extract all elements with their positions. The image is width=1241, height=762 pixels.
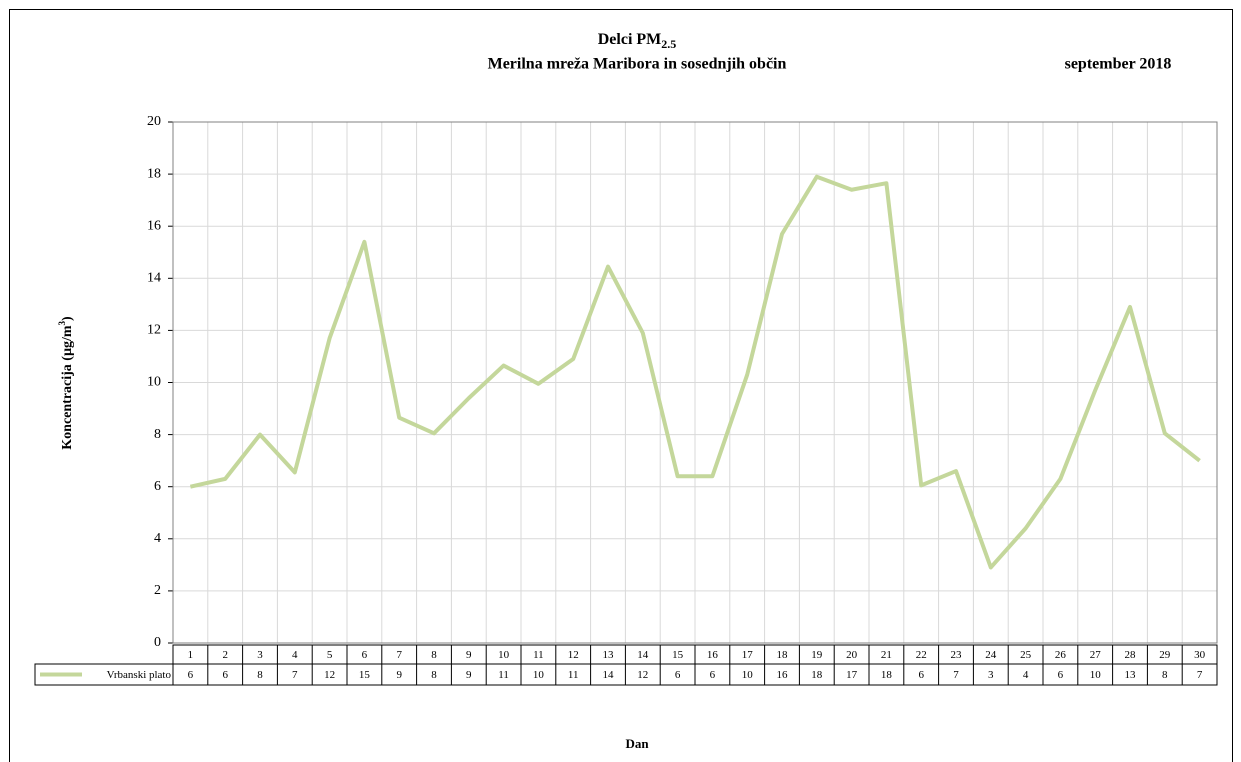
y-tick-label: 12 <box>147 323 161 338</box>
legend-label: Vrbanski plato <box>107 669 172 681</box>
data-table-value: 11 <box>498 669 509 681</box>
y-tick-label: 18 <box>147 166 161 181</box>
data-table-value: 8 <box>257 669 263 681</box>
data-table-value: 12 <box>637 669 648 681</box>
y-label-text: Koncentracija (µg/m <box>60 325 75 450</box>
x-tick-label: 29 <box>1159 649 1171 661</box>
data-table-value: 16 <box>777 669 789 681</box>
data-table-value-row <box>34 663 1218 686</box>
y-tick-label: 0 <box>154 635 161 650</box>
x-tick-label: 23 <box>951 649 963 661</box>
data-table-value: 11 <box>568 669 579 681</box>
x-tick-label: 5 <box>327 649 333 661</box>
x-tick-label: 7 <box>396 649 402 661</box>
data-table-value: 12 <box>324 669 335 681</box>
data-table-value: 17 <box>846 669 858 681</box>
title-subscript: 2.5 <box>661 37 676 51</box>
chart-title: Delci PM2.5 <box>598 31 677 51</box>
x-tick-label: 4 <box>292 649 298 661</box>
x-tick-label: 2 <box>222 649 228 661</box>
y-tick-label: 10 <box>147 375 161 390</box>
y-label-superscript: 3 <box>57 320 67 325</box>
x-tick-label: 25 <box>1020 649 1032 661</box>
chart-border <box>9 9 1233 762</box>
data-table-value: 9 <box>396 669 402 681</box>
x-tick-label: 26 <box>1055 649 1067 661</box>
data-table-value: 18 <box>811 669 823 681</box>
data-table-value: 15 <box>359 669 371 681</box>
data-table-value: 8 <box>431 669 437 681</box>
y-tick-label: 4 <box>154 531 161 546</box>
x-tick-label: 13 <box>603 649 615 661</box>
x-tick-label: 1 <box>188 649 194 661</box>
y-tick-label: 20 <box>147 114 161 129</box>
data-table-value: 7 <box>1197 669 1203 681</box>
data-table-value: 3 <box>988 669 994 681</box>
data-table-value: 8 <box>1162 669 1168 681</box>
x-tick-label: 12 <box>568 649 579 661</box>
x-tick-label: 22 <box>916 649 927 661</box>
data-table-value: 6 <box>222 669 228 681</box>
x-tick-label: 16 <box>707 649 719 661</box>
data-table-value: 6 <box>710 669 716 681</box>
y-tick-label: 8 <box>154 427 161 442</box>
data-table-value: 14 <box>603 669 615 681</box>
x-tick-label: 28 <box>1125 649 1137 661</box>
x-tick-label: 8 <box>431 649 437 661</box>
data-table-value: 6 <box>1058 669 1064 681</box>
chart-subtitle: Merilna mreža Maribora in sosednjih obči… <box>488 56 787 73</box>
x-tick-label: 21 <box>881 649 892 661</box>
y-axis-label: Koncentracija (µg/m3) <box>57 316 75 450</box>
x-tick-label: 15 <box>672 649 684 661</box>
x-tick-label: 14 <box>637 649 649 661</box>
y-label-suffix: ) <box>60 316 75 321</box>
x-axis-label: Dan <box>625 736 649 751</box>
x-tick-label: 30 <box>1194 649 1206 661</box>
x-tick-label: 9 <box>466 649 472 661</box>
data-table-value: 10 <box>742 669 754 681</box>
plot-border <box>172 121 1218 644</box>
x-tick-label: 3 <box>257 649 263 661</box>
data-table-value: 10 <box>1090 669 1102 681</box>
title-text: Delci PM <box>598 31 662 48</box>
data-line <box>189 174 1201 570</box>
x-tick-label: 24 <box>985 649 997 661</box>
data-table-value: 18 <box>881 669 893 681</box>
data-table-value: 13 <box>1125 669 1137 681</box>
x-tick-label: 20 <box>846 649 858 661</box>
y-tick-label: 14 <box>147 271 161 286</box>
data-table-value: 7 <box>953 669 959 681</box>
x-tick-label: 18 <box>777 649 789 661</box>
data-table-value: 6 <box>675 669 681 681</box>
x-tick-label: 19 <box>811 649 823 661</box>
data-table-value: 4 <box>1023 669 1029 681</box>
y-tick-label: 2 <box>154 583 161 598</box>
x-tick-label: 11 <box>533 649 544 661</box>
data-table-value: 9 <box>466 669 472 681</box>
y-tick-label: 6 <box>154 479 161 494</box>
data-table-value: 10 <box>533 669 545 681</box>
x-tick-label: 27 <box>1090 649 1102 661</box>
chart-date: september 2018 <box>1065 56 1172 73</box>
x-tick-label: 10 <box>498 649 510 661</box>
x-tick-label: 17 <box>742 649 754 661</box>
x-tick-label: 6 <box>362 649 368 661</box>
data-table-value: 7 <box>292 669 298 681</box>
data-table-value: 6 <box>188 669 194 681</box>
y-tick-label: 16 <box>147 218 161 233</box>
data-table-value: 6 <box>918 669 924 681</box>
